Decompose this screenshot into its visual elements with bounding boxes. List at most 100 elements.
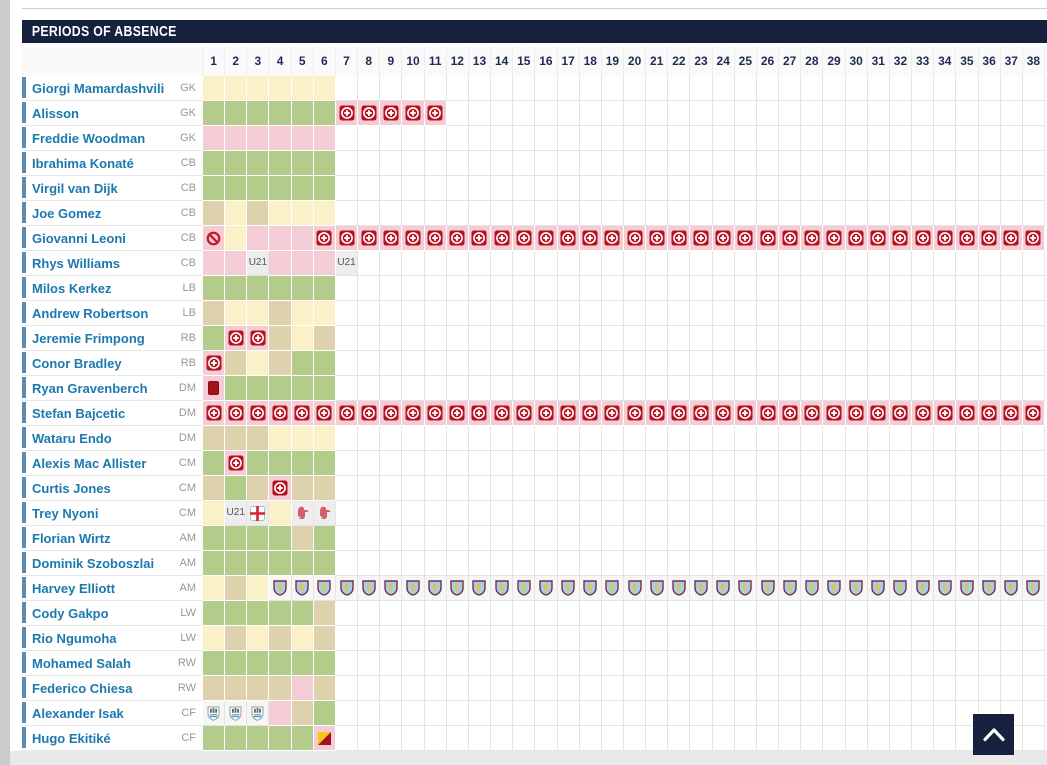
absence-cell <box>380 276 403 301</box>
absence-cell <box>690 76 713 101</box>
absence-cell <box>513 551 536 576</box>
absence-cell <box>646 401 669 426</box>
player-name[interactable]: Federico Chiesa <box>32 680 133 696</box>
absence-cell <box>712 351 735 376</box>
player-row: Curtis Jones CM <box>22 476 1045 501</box>
absence-cell <box>335 526 359 551</box>
player-name[interactable]: Andrew Robertson <box>32 305 149 321</box>
player-name[interactable]: Rhys Williams <box>32 255 121 271</box>
absence-cell <box>291 276 314 301</box>
player-name[interactable]: Joe Gomez <box>32 205 102 221</box>
absence-cell <box>557 701 580 726</box>
player-name[interactable]: Alexis Mac Allister <box>32 455 147 471</box>
scroll-to-top-button[interactable] <box>973 714 1014 755</box>
player-name-cell: Hugo Ekitiké CF <box>22 726 203 751</box>
absence-cell <box>978 176 1001 201</box>
player-name[interactable]: Florian Wirtz <box>32 530 111 546</box>
player-name[interactable]: Mohamed Salah <box>32 655 131 671</box>
player-position: RW <box>177 682 196 694</box>
absence-cell <box>756 226 780 251</box>
absence-cell <box>557 151 580 176</box>
player-row: Joe Gomez CB <box>22 201 1045 226</box>
player-name[interactable]: Wataru Endo <box>32 430 112 446</box>
absence-cell <box>225 701 248 726</box>
player-name[interactable]: Trey Nyoni <box>32 505 99 521</box>
week-header-37: 37 <box>1001 47 1023 76</box>
player-name[interactable]: Conor Bradley <box>32 355 122 371</box>
absence-cell <box>801 426 824 451</box>
player-name[interactable]: Dominik Szoboszlai <box>32 555 155 571</box>
aston-villa-crest-icon <box>938 580 952 596</box>
absence-cell <box>402 601 425 626</box>
player-row: Jeremie Frimpong RB <box>22 326 1045 351</box>
absence-cell <box>225 376 248 401</box>
player-name-cell: Virgil van Dijk CB <box>22 176 203 201</box>
player-name[interactable]: Stefan Bajcetic <box>32 405 126 421</box>
aston-villa-crest-icon <box>450 580 465 596</box>
red-card-icon <box>208 381 220 395</box>
absence-cell <box>579 376 602 401</box>
absence-cell <box>557 351 580 376</box>
absence-cell <box>912 701 935 726</box>
absence-cell <box>380 526 403 551</box>
absence-cell <box>291 251 314 276</box>
absence-cell <box>1000 676 1023 701</box>
player-name[interactable]: Ryan Gravenberch <box>32 380 148 396</box>
absence-cell <box>579 426 602 451</box>
absence-cell <box>402 626 425 651</box>
absence-cell <box>1022 351 1045 376</box>
player-row: Alisson GK <box>22 101 1045 126</box>
absence-cell <box>956 176 979 201</box>
absence-cell <box>912 326 935 351</box>
absence-cell <box>956 76 979 101</box>
injury-icon <box>582 230 598 246</box>
player-name[interactable]: Hugo Ekitiké <box>32 730 111 746</box>
player-name[interactable]: Rio Ngumoha <box>32 630 117 646</box>
absence-cell <box>313 676 336 701</box>
player-name[interactable]: Freddie Woodman <box>32 130 146 146</box>
player-position: GK <box>180 132 196 144</box>
player-name-cell: Cody Gakpo LW <box>22 601 203 626</box>
player-name[interactable]: Alexander Isak <box>32 705 124 721</box>
absence-cell <box>535 526 558 551</box>
player-name[interactable]: Virgil van Dijk <box>32 180 118 196</box>
absence-cell <box>801 451 824 476</box>
absence-cell <box>779 151 802 176</box>
row-accent-bar <box>22 227 26 248</box>
absence-cell <box>1000 201 1023 226</box>
absence-cell <box>269 351 292 376</box>
absence-cell <box>491 626 514 651</box>
absence-cell <box>313 126 336 151</box>
absence-cell <box>845 126 868 151</box>
player-name[interactable]: Ibrahima Konaté <box>32 155 134 171</box>
absence-cell <box>867 426 890 451</box>
player-name[interactable]: Harvey Elliott <box>32 580 116 596</box>
absence-cell <box>402 551 425 576</box>
absence-cell <box>335 601 359 626</box>
player-name[interactable]: Giorgi Mamardashvili <box>32 80 165 96</box>
injury-icon <box>316 405 332 421</box>
week-header-36: 36 <box>979 47 1001 76</box>
absence-cell <box>934 626 957 651</box>
absence-cell <box>313 151 336 176</box>
absence-cell <box>424 151 447 176</box>
absence-cell <box>712 426 735 451</box>
absence-cell <box>468 601 492 626</box>
absence-cell <box>623 76 647 101</box>
absence-cell <box>291 151 314 176</box>
player-name[interactable]: Cody Gakpo <box>32 605 109 621</box>
left-scroll-strip[interactable] <box>0 0 10 765</box>
absence-cell <box>402 576 425 601</box>
player-name[interactable]: Curtis Jones <box>32 480 111 496</box>
absence-cell <box>358 701 381 726</box>
player-name[interactable]: Milos Kerkez <box>32 280 112 296</box>
absence-cell <box>1000 326 1023 351</box>
player-name[interactable]: Jeremie Frimpong <box>32 330 145 346</box>
absence-cell <box>291 201 314 226</box>
absence-cell <box>712 726 735 751</box>
player-name[interactable]: Alisson <box>32 105 79 121</box>
player-name[interactable]: Giovanni Leoni <box>32 230 126 246</box>
absence-cell <box>756 501 780 526</box>
absence-cell <box>269 651 292 676</box>
absence-cell <box>734 726 757 751</box>
